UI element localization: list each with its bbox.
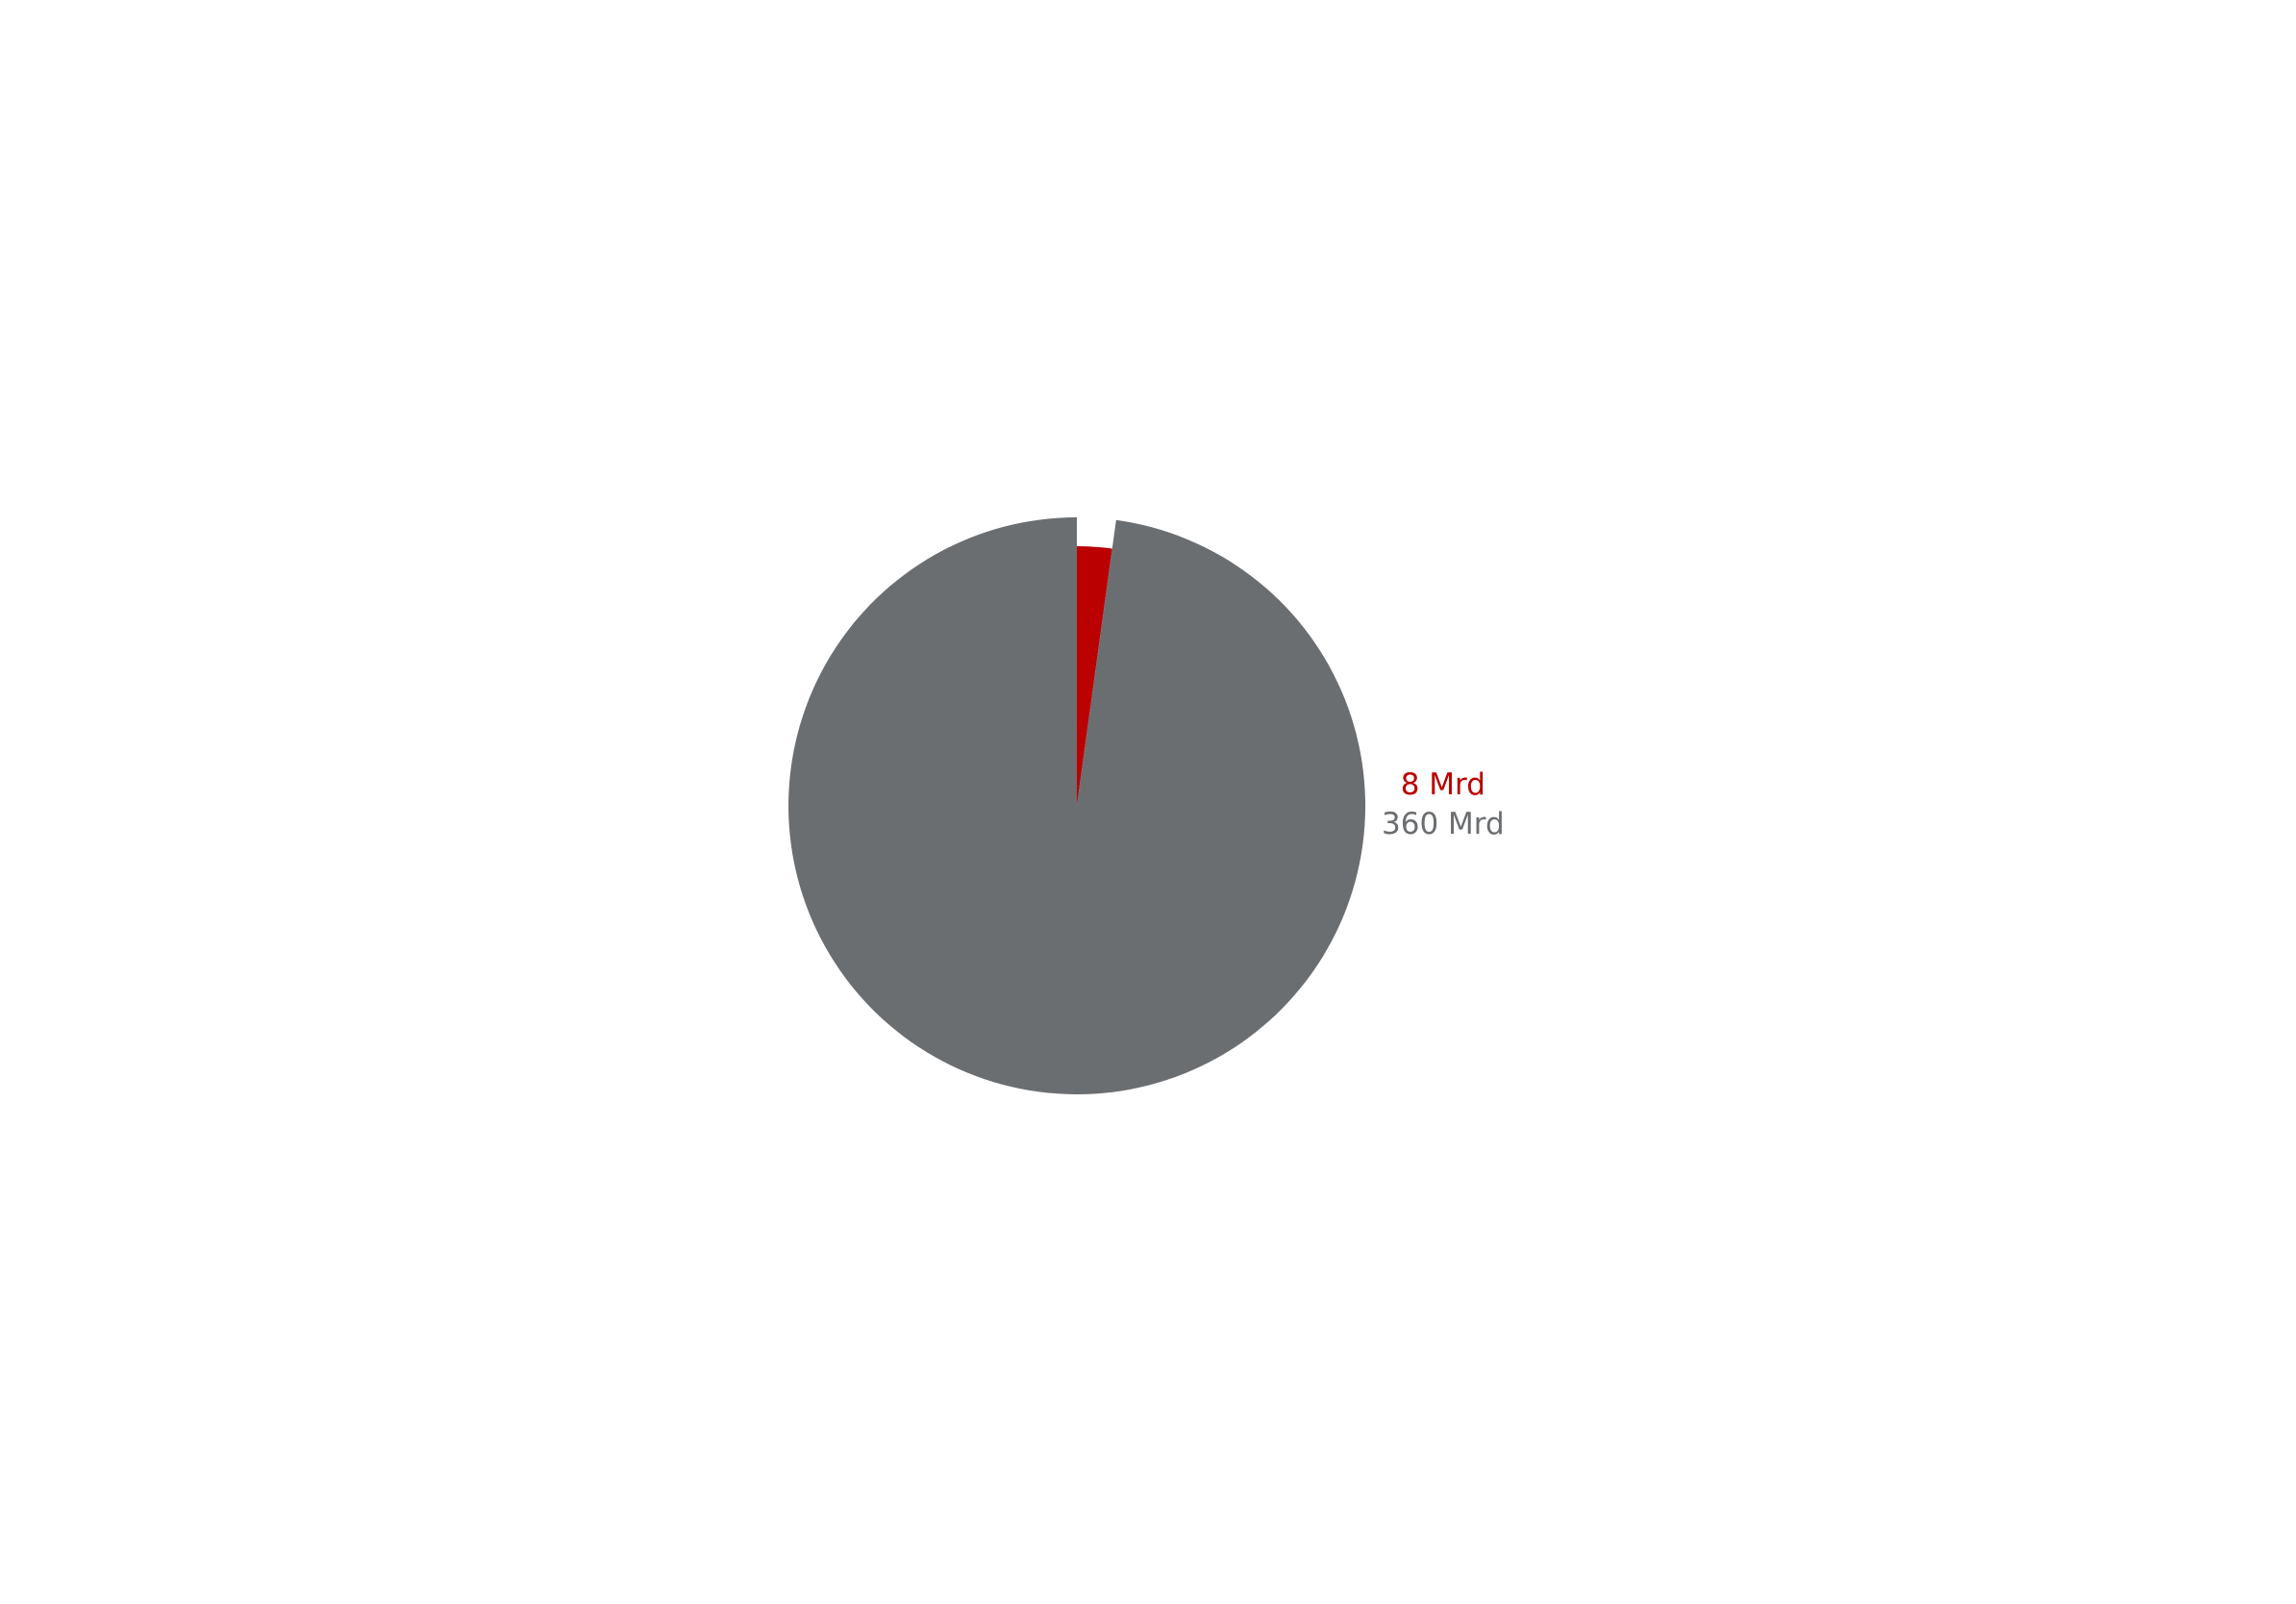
pie-slices [788,517,1366,1094]
pie-slice-1 [788,517,1366,1094]
pie-label-large-slice: 360 Mrd [1382,807,1505,841]
pie-slice-0 [1077,546,1112,806]
pie-label-small-slice: 8 Mrd [1400,767,1485,802]
pie-legend: 8 Mrd 360 Mrd [1382,765,1505,844]
